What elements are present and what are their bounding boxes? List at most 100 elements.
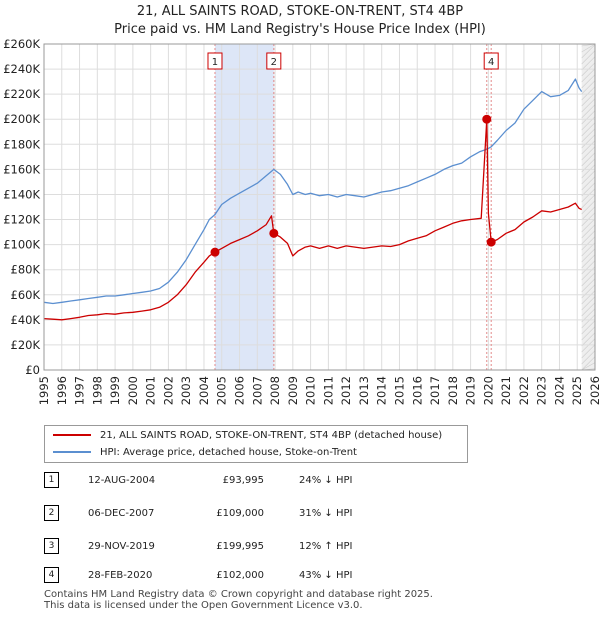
chart-title-line1: 21, ALL SAINTS ROAD, STOKE-ON-TRENT, ST4… — [136, 4, 464, 19]
future-hatch — [581, 248, 596, 263]
future-hatch — [581, 224, 596, 239]
plot-area — [44, 44, 595, 370]
x-tick-label: 2020 — [481, 376, 495, 405]
sale-price: £93,995 — [222, 475, 264, 486]
future-hatch — [581, 80, 596, 95]
future-hatch — [581, 92, 596, 107]
legend-item-property: 21, ALL SAINTS ROAD, STOKE-ON-TRENT, ST4… — [53, 428, 442, 444]
future-hatch — [581, 332, 596, 347]
x-tick-label: 2012 — [339, 376, 353, 405]
future-hatch — [581, 170, 596, 185]
sale-point — [482, 114, 492, 124]
marker-box-label: 1 — [212, 57, 218, 68]
sale-date: 06-DEC-2007 — [88, 508, 155, 519]
future-hatch — [581, 302, 596, 317]
x-tick-label: 2024 — [552, 376, 566, 405]
future-hatch — [581, 236, 596, 251]
marker-box-label: 2 — [271, 57, 277, 68]
x-tick-label: 2013 — [357, 376, 371, 405]
sale-price: £102,000 — [216, 570, 264, 581]
x-tick-label: 2022 — [517, 376, 531, 405]
x-tick-label: 2016 — [410, 376, 424, 405]
sale-hpi-change: 24% ↓ HPI — [299, 475, 353, 486]
future-hatch — [581, 296, 596, 311]
y-tick-label: £160K — [3, 162, 40, 176]
y-tick-label: £60K — [11, 288, 41, 302]
y-tick-label: £240K — [3, 62, 40, 76]
future-hatch — [581, 230, 596, 245]
legend-swatch-property — [53, 434, 91, 436]
y-tick-label: £200K — [3, 112, 40, 126]
y-tick-label: £20K — [11, 338, 41, 352]
future-hatch — [581, 362, 596, 371]
marker-box — [207, 52, 223, 70]
future-hatch — [581, 290, 596, 305]
sale-hpi-change: 43% ↓ HPI — [299, 570, 353, 581]
x-tick-label: 2025 — [570, 376, 584, 405]
future-hatch — [581, 176, 596, 191]
future-hatch — [581, 134, 596, 149]
sale-point — [210, 247, 220, 257]
future-hatch — [581, 188, 596, 203]
legend-label-property: 21, ALL SAINTS ROAD, STOKE-ON-TRENT, ST4… — [100, 430, 443, 441]
future-hatch — [581, 356, 596, 371]
x-tick-label: 2005 — [215, 376, 229, 405]
sale-date: 12-AUG-2004 — [88, 475, 156, 486]
x-tick-label: 2010 — [304, 376, 318, 405]
x-tick-label: 1999 — [108, 376, 122, 405]
future-hatch — [581, 314, 596, 329]
x-tick-label: 2011 — [321, 376, 335, 405]
x-tick-label: 2003 — [179, 376, 193, 405]
footer-attribution: Contains HM Land Registry data © Crown c… — [44, 589, 433, 611]
y-tick-label: £80K — [11, 263, 41, 277]
sale-number-badge: 1 — [44, 472, 59, 488]
sale-hpi-change: 31% ↓ HPI — [299, 508, 353, 519]
legend-swatch-hpi — [53, 451, 91, 453]
chart-title-line2: Price paid vs. HM Land Registry's House … — [114, 22, 486, 37]
legend-label-hpi: HPI: Average price, detached house, Stok… — [100, 447, 357, 458]
x-tick-label: 1996 — [55, 376, 69, 405]
sale-date: 29-NOV-2019 — [88, 541, 155, 552]
x-tick-label: 1998 — [90, 376, 104, 405]
hpi-line — [43, 78, 583, 305]
sale-number-badge: 3 — [44, 538, 59, 554]
future-hatch — [581, 74, 596, 89]
future-hatch — [581, 320, 596, 335]
y-tick-label: £100K — [3, 238, 40, 252]
chart-title: 21, ALL SAINTS ROAD, STOKE-ON-TRENT, ST4… — [0, 3, 600, 39]
shaded-period — [214, 44, 274, 370]
marker-box — [483, 52, 499, 70]
footer-line2: This data is licensed under the Open Gov… — [44, 600, 363, 611]
x-tick-label: 2000 — [126, 376, 140, 405]
x-tick-label: 2002 — [161, 376, 175, 405]
marker-box — [266, 52, 282, 70]
x-tick-label: 2015 — [392, 376, 406, 405]
sale-number-badge: 2 — [44, 505, 59, 521]
x-tick-label: 2001 — [144, 376, 158, 405]
x-tick-label: 2014 — [375, 376, 389, 405]
future-hatch — [581, 44, 596, 59]
y-tick-label: £0 — [25, 363, 40, 377]
future-hatch — [581, 272, 596, 287]
sale-row: 2 06-DEC-2007 £109,000 31% ↓ HPI — [44, 505, 444, 523]
future-hatch — [581, 194, 596, 209]
x-tick-label: 2007 — [250, 376, 264, 405]
future-hatch — [581, 254, 596, 269]
x-tick-label: 2009 — [286, 376, 300, 405]
sale-date: 28-FEB-2020 — [88, 570, 153, 581]
x-tick-label: 2006 — [233, 376, 247, 405]
future-hatch — [581, 68, 596, 83]
x-tick-label: 1995 — [37, 376, 51, 405]
y-tick-label: £260K — [3, 37, 40, 51]
future-hatch — [581, 128, 596, 143]
x-tick-label: 1997 — [73, 376, 87, 405]
future-hatch — [581, 260, 596, 275]
sale-hpi-change: 12% ↑ HPI — [299, 541, 353, 552]
plot-frame — [43, 43, 596, 371]
x-tick-label: 2004 — [197, 376, 211, 405]
future-hatch — [581, 284, 596, 299]
sale-row: 1 12-AUG-2004 £93,995 24% ↓ HPI — [44, 472, 444, 490]
sale-row: 4 28-FEB-2020 £102,000 43% ↓ HPI — [44, 567, 444, 585]
future-hatch — [581, 110, 596, 125]
future-hatch — [581, 326, 596, 341]
